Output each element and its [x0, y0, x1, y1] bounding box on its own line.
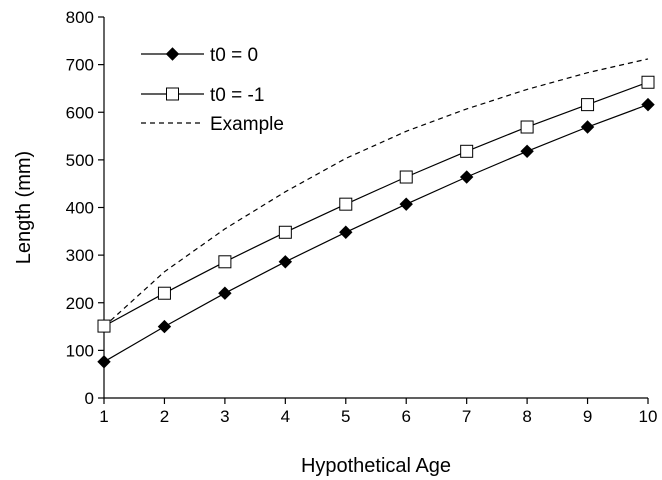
y-tick-label: 300 — [66, 246, 94, 265]
data-point — [157, 319, 172, 334]
x-tick-label: 2 — [160, 407, 169, 426]
y-tick-label: 0 — [85, 389, 94, 408]
data-point — [459, 170, 474, 184]
x-tick-label: 4 — [281, 407, 290, 426]
y-tick-label: 600 — [66, 103, 94, 122]
y-tick-label: 700 — [66, 56, 94, 75]
legend-item: t0 = -1 — [141, 85, 264, 106]
data-point — [641, 75, 655, 89]
x-tick-label: 6 — [401, 407, 410, 426]
data-point — [278, 255, 293, 269]
data-point — [339, 225, 353, 239]
x-tick-label: 5 — [341, 407, 350, 426]
series-0 — [97, 97, 655, 369]
legend-item: t0 = 0 — [141, 45, 258, 66]
y-tick-label: 100 — [66, 341, 94, 360]
x-tick-label: 1 — [99, 407, 108, 426]
x-tick-label: 3 — [220, 407, 229, 426]
data-point — [520, 144, 534, 159]
series-layer — [97, 58, 655, 369]
legend-item: Example — [141, 114, 284, 135]
data-point — [399, 170, 413, 184]
x-tick-label: 8 — [522, 407, 531, 426]
y-tick-label: 200 — [66, 294, 94, 313]
series-line — [103, 104, 649, 363]
y-axis-title: Length (mm) — [13, 151, 35, 264]
data-point — [460, 144, 474, 158]
data-point — [339, 197, 353, 211]
y-tick-label: 500 — [66, 151, 94, 170]
x-tick-label: 10 — [639, 407, 658, 426]
data-point — [641, 97, 655, 112]
y-tick-label: 400 — [66, 199, 94, 218]
x-tick-label: 9 — [583, 407, 592, 426]
data-point — [581, 98, 595, 112]
data-point — [218, 255, 232, 269]
legend-marker — [165, 47, 180, 61]
legend-label: t0 = 0 — [210, 45, 258, 66]
data-point — [218, 286, 232, 300]
data-point — [520, 120, 534, 134]
series-1 — [97, 75, 655, 333]
x-axis-title: Hypothetical Age — [301, 455, 451, 477]
x-tick-label: 7 — [462, 407, 471, 426]
legend-label: Example — [210, 114, 284, 135]
legend: t0 = 0 t0 = -1 Example — [141, 45, 284, 135]
y-tick-label: 800 — [66, 8, 94, 27]
data-point — [97, 355, 111, 369]
legend-label: t0 = -1 — [210, 85, 264, 106]
data-point — [278, 225, 292, 239]
data-point — [399, 197, 413, 211]
data-point — [580, 120, 595, 134]
legend-marker — [166, 87, 179, 101]
data-point — [97, 319, 111, 333]
series-line — [103, 81, 649, 327]
axes: 0 100 200 300 400 500 600 700 800 1 2 3 4 5 6 7 8 9 10 — [66, 8, 658, 426]
series-2 — [103, 58, 649, 328]
series-line — [103, 58, 649, 328]
data-point — [157, 286, 171, 300]
